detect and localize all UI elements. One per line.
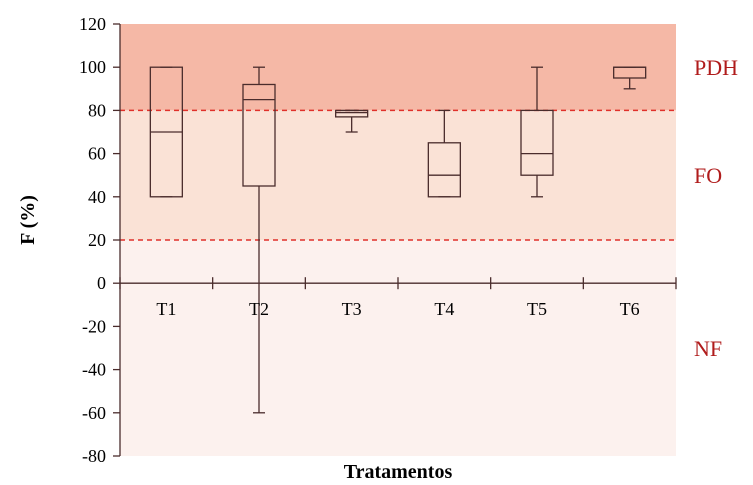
x-category-label: T6	[620, 299, 640, 319]
y-axis-title: F (%)	[17, 195, 39, 245]
y-tick-label: 20	[88, 230, 106, 250]
x-category-label: T1	[156, 299, 176, 319]
y-tick-label: -80	[82, 446, 106, 466]
box-iqr	[335, 109, 369, 118]
y-tick-label: 120	[79, 14, 106, 34]
zone-band-nf	[120, 240, 676, 456]
x-category-label: T5	[527, 299, 547, 319]
box-t2	[242, 66, 276, 414]
y-tick-label: -60	[82, 403, 106, 423]
zone-band-fo	[120, 110, 676, 241]
x-axis-title: Tratamentos	[344, 461, 453, 483]
box-iqr	[520, 109, 554, 176]
y-tick-label: 60	[88, 144, 106, 164]
box-iqr	[427, 142, 461, 198]
x-category-label: T2	[249, 299, 269, 319]
x-category-label: T3	[342, 299, 362, 319]
y-tick-label: 0	[97, 273, 106, 293]
box-t3	[335, 109, 369, 133]
zone-label-fo: FO	[694, 163, 722, 188]
zone-label-pdh: PDH	[694, 55, 738, 80]
zone-label-nf: NF	[694, 336, 722, 361]
boxes-layer	[149, 66, 647, 414]
axis-layer	[113, 23, 677, 457]
zone-band-pdh	[120, 24, 676, 111]
box-t5	[520, 66, 554, 198]
labels-layer: 120 100 80 60 40 20 0 -20 -40 -60 -80 T1 T2 T3 T4 T5 T6 P…	[17, 14, 738, 483]
zones-layer	[120, 24, 676, 456]
y-tick-label: 80	[88, 100, 106, 120]
y-tick-label: 100	[79, 57, 106, 77]
box-iqr	[242, 83, 276, 187]
y-tick-label: -20	[82, 316, 106, 336]
box-t4	[427, 109, 461, 198]
x-category-label: T4	[434, 299, 454, 319]
threshold-layer	[120, 109, 676, 241]
y-tick-label: 40	[88, 187, 106, 207]
y-tick-label: -40	[82, 360, 106, 380]
box-t6	[613, 66, 647, 90]
box-t1	[149, 66, 183, 198]
